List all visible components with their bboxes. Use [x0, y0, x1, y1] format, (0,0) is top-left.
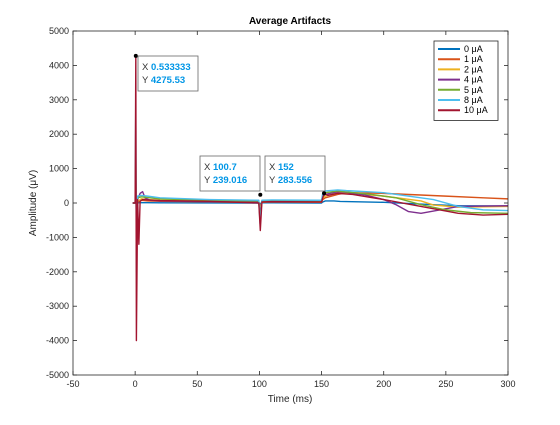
y-tick-label-5: 0 [64, 198, 69, 208]
legend-label-1[interactable]: 1 μA [464, 54, 483, 64]
y-tick-label-10: 5000 [49, 26, 69, 36]
datatip-1-y-value: 239.016 [213, 175, 247, 186]
series-layer [132, 55, 509, 342]
x-tick-label-1: 0 [133, 379, 138, 389]
y-tick-label-4: -1000 [46, 232, 69, 242]
legend-label-3[interactable]: 4 μA [464, 75, 483, 85]
y-tick-label-6: 1000 [49, 164, 69, 174]
datatip-box-1[interactable] [199, 155, 261, 192]
datatip-box-2[interactable] [264, 155, 326, 192]
y-tick-label-9: 4000 [49, 60, 69, 70]
datatip-marker-1[interactable] [258, 192, 263, 197]
x-tick-label-2: 50 [192, 379, 202, 389]
y-tick-label-3: -2000 [46, 267, 69, 277]
series-line-6[interactable] [132, 55, 509, 342]
legend-box [433, 40, 499, 121]
datatip-0-x-label: X 0.533333 [142, 62, 191, 73]
x-tick-label-5: 200 [376, 379, 391, 389]
legend-label-5[interactable]: 8 μA [464, 95, 483, 105]
legend-label-6[interactable]: 10 μA [464, 105, 488, 115]
datatip-marker-2[interactable] [322, 191, 327, 196]
datatip-0-y-label: Y 4275.53 [142, 75, 185, 86]
datatip-2-y-value: 283.556 [278, 175, 312, 186]
y-tick-label-2: -3000 [46, 301, 69, 311]
y-tick-label-8: 3000 [49, 95, 69, 105]
datatip-2-y-label: Y 283.556 [269, 175, 312, 186]
y-axis-label: Amplitude (μV) [28, 170, 39, 236]
chart-title: Average Artifacts [249, 16, 332, 27]
x-tick-label-0: -50 [66, 379, 79, 389]
y-tick-label-1: -4000 [46, 336, 69, 346]
legend-label-4[interactable]: 5 μA [464, 85, 483, 95]
datatip-2-x-value: 152 [278, 162, 294, 173]
datatip-1-y-label: Y 239.016 [204, 175, 247, 186]
datatip-2-x-label: X 152 [269, 162, 294, 173]
datatip-1-x-value: 100.7 [213, 162, 237, 173]
datatip-marker-0[interactable] [133, 53, 138, 58]
y-tick-label-7: 2000 [49, 129, 69, 139]
axes-layer: -50 0 50 100 150 200 250 300 -5000 -4000 -3000 -200… [46, 26, 516, 389]
datatips-layer: X 0.533333 Y 4275.53 X 100.7 Y 239.016 X 152… [133, 53, 327, 197]
y-tick-label-0: -5000 [46, 370, 69, 380]
x-tick-label-4: 150 [314, 379, 329, 389]
x-tick-label-3: 100 [252, 379, 267, 389]
x-axis-label: Time (ms) [268, 394, 313, 405]
datatip-0-y-value: 4275.53 [151, 75, 185, 86]
datatip-1-x-label: X 100.7 [204, 162, 237, 173]
x-tick-label-7: 300 [500, 379, 515, 389]
legend-label-0[interactable]: 0 μA [464, 44, 483, 54]
x-tick-label-6: 250 [438, 379, 453, 389]
datatip-box-0[interactable] [137, 55, 199, 92]
legend-label-2[interactable]: 2 μA [464, 64, 483, 74]
datatip-0-x-value: 0.533333 [151, 62, 191, 73]
